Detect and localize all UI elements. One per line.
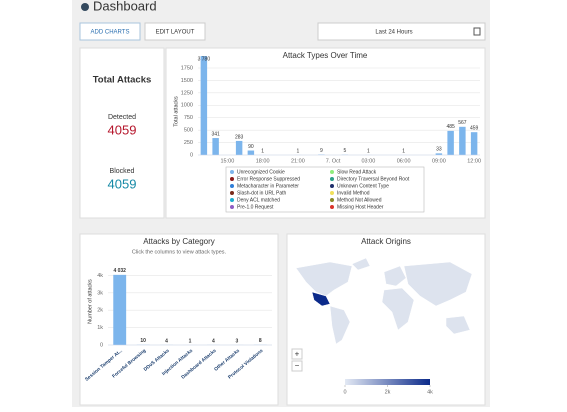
chart-title: Attack Types Over Time [283,51,368,60]
legend-swatch [230,205,234,209]
x-tick-label: 09:00 [432,158,446,164]
blocked-label: Blocked [110,168,135,175]
time-range-label[interactable]: Last 24 Hours [375,30,412,36]
legend-swatch [330,198,334,202]
y-tick-label: 4k [97,273,103,279]
legend-label: Invalid Method [337,190,370,196]
y-tick-label: 1250 [181,90,193,96]
y-tick-label: 1500 [181,78,193,84]
category-panel [80,234,278,405]
value-label: 33 [436,147,442,153]
bar [212,138,218,155]
zoom-out-label[interactable]: − [295,361,300,370]
totals-title: Total Attacks [93,75,152,86]
value-label: 1 [402,148,405,154]
legend-swatch [230,170,234,174]
legend-label: Unrecognized Cookie [237,169,285,175]
legend-label: Pre-1.0 Request [237,204,274,210]
button-label[interactable]: ADD CHARTS [91,30,130,36]
color-bar [345,379,430,385]
legend-label: Error Response Suppressed [237,176,300,182]
value-label: 4 [165,338,168,344]
x-tick-label: 12:00 [467,158,481,164]
x-tick-label: 03:00 [361,158,375,164]
value-label: 459 [470,126,479,132]
legend-swatch [230,177,234,181]
value-label: 5 [343,148,346,154]
bar [459,127,465,155]
bar [236,141,242,155]
y-tick-label: 500 [184,128,193,134]
legend-swatch [330,205,334,209]
chart-title: Attacks by Category [143,237,215,246]
zoom-in-label[interactable]: + [295,350,300,359]
value-label: 341 [211,131,220,137]
legend-swatch [230,198,234,202]
y-tick-label: 750 [184,115,193,121]
y-tick-label: 1000 [181,103,193,109]
y-tick-label: 2k [97,308,103,314]
y-tick-label: 1750 [181,65,193,71]
bar [248,151,254,155]
bar [471,132,477,155]
chart-title: Attack Origins [361,237,411,246]
legend-label: Slow Read Attack [337,169,377,175]
color-tick-label: 4k [427,389,433,395]
legend-label: Method Not Allowed [337,197,382,203]
value-label: 8 [259,338,262,344]
legend-label: Metacharacter in Parameter [237,183,299,189]
color-tick-label: 0 [343,389,346,395]
y-tick-label: 3k [97,290,103,296]
value-label: 3 780 [198,56,211,62]
x-tick-label: 15:00 [220,158,234,164]
legend-label: Directory Traversal Beyond Root [337,176,410,182]
legend-swatch [330,191,334,195]
y-tick-label: 0 [190,152,193,158]
value-label: 1 [189,338,192,344]
y-axis-label: Number of attacks [87,279,93,324]
value-label: 4 [212,338,215,344]
value-label: 9 [320,148,323,154]
legend-label: Missing Host Header [337,204,384,210]
legend-label: Slash-dot in URL Path [237,190,287,196]
chart-subtitle: Click the columns to view attack types. [132,249,227,255]
value-label: 4 032 [113,268,126,274]
legend-swatch [330,170,334,174]
legend-swatch [330,177,334,181]
legend-swatch [230,184,234,188]
value-label: 283 [235,134,244,140]
x-tick-label: 21:00 [291,158,305,164]
page-title: Dashboard [93,0,157,13]
value-label: 1 [296,148,299,154]
legend-label: Deny ACL matched [237,197,280,203]
y-tick-label: 250 [184,140,193,146]
value-label: 90 [248,144,254,150]
legend-swatch [230,191,234,195]
y-tick-label: 1k [97,325,103,331]
blocked-count: 4059 [108,176,137,191]
value-label: 10 [140,338,146,344]
value-label: 567 [458,120,467,126]
detected-count: 4059 [108,122,137,137]
value-label: 3 [235,338,238,344]
y-axis-label: Total attacks [173,96,179,127]
value-label: 485 [446,124,455,130]
legend-swatch [330,184,334,188]
x-tick-label: 06:00 [397,158,411,164]
x-tick-label: 7. Oct [326,158,341,164]
legend-label: Unknown Content Type [337,183,389,189]
bar [113,275,126,345]
y-tick-label: 0 [100,342,103,348]
button-label[interactable]: EDIT LAYOUT [156,30,195,36]
x-tick-label: 18:00 [256,158,270,164]
logo-icon [81,3,89,11]
color-tick-label: 2k [385,389,391,395]
detected-label: Detected [108,114,136,121]
bar [447,131,453,155]
value-label: 1 [367,148,370,154]
value-label: 1 [261,148,264,154]
